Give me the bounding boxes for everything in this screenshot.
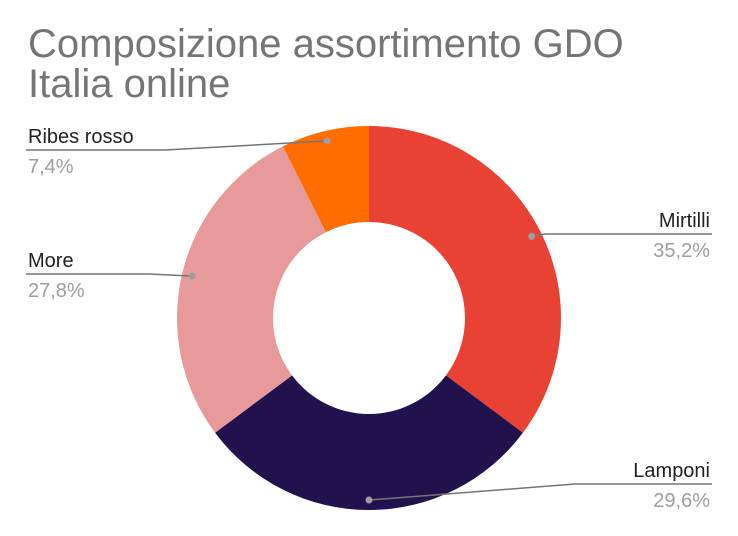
slice-label: Mirtilli xyxy=(659,210,710,232)
slice-label: Lamponi xyxy=(633,460,710,482)
slice-value-label: 7,4% xyxy=(28,156,74,178)
slice-mirtilli[interactable] xyxy=(369,126,561,433)
leader-line xyxy=(26,273,192,277)
leader-dot xyxy=(323,137,331,145)
slice-value-label: 29,6% xyxy=(653,490,710,512)
leader-line xyxy=(26,140,328,151)
slice-value-label: 35,2% xyxy=(653,240,710,262)
slice-group xyxy=(176,126,561,510)
leader-line xyxy=(368,483,712,501)
slice-label: Ribes rosso xyxy=(28,126,134,148)
slice-value-label: 27,8% xyxy=(28,280,85,302)
slice-more[interactable] xyxy=(176,146,326,433)
leader-dot xyxy=(528,232,536,240)
leader-line xyxy=(531,233,712,238)
chart-title: Composizione assortimento GDO Italia onl… xyxy=(28,22,624,106)
slice-ribes-rosso[interactable] xyxy=(282,126,369,233)
leader-dot xyxy=(188,272,196,280)
leader-dot xyxy=(365,496,373,504)
leader-line-group xyxy=(26,137,712,504)
label-group: Mirtilli 35,2% Lamponi 29,6% More 27,8% Ribes … xyxy=(28,126,710,512)
slice-lamponi[interactable] xyxy=(215,375,523,510)
slice-label: More xyxy=(28,250,74,272)
